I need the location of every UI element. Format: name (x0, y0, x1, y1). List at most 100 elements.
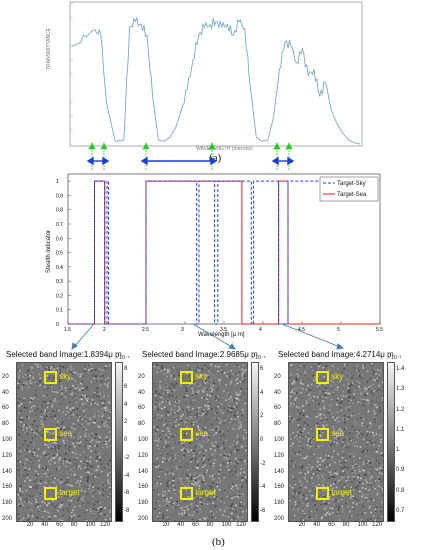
colorbar-tick: -6 (124, 490, 130, 497)
image-x-tick: 60 (192, 522, 199, 528)
y-tick-label: 0.9 (56, 193, 63, 199)
colorbar-tick: -2 (260, 460, 266, 467)
image-y-tick: 160 (138, 484, 149, 491)
x-tick-label: 3.5 (220, 327, 227, 333)
colorbar-exponent: × 10⁻³ (387, 355, 402, 361)
image-y-tick: 100 (2, 437, 13, 443)
band-markers (86, 142, 295, 170)
image-y-tick: 140 (138, 468, 149, 475)
roi-label-target: target (331, 487, 352, 497)
y-tick-label: 1 (56, 179, 59, 185)
image-y-tick: 20 (2, 373, 9, 380)
image-y-tick: 120 (274, 452, 285, 459)
panel-title: Selected band Image:2.9685μ m (142, 350, 258, 359)
colorbar-tick: -6 (260, 508, 266, 514)
x-tick-label: 4.5 (298, 327, 305, 333)
colorbar-tick: 1.3 (396, 386, 405, 393)
x-tick-label: 2 (103, 327, 106, 333)
y-tick-label: 0.4 (56, 265, 63, 271)
colorbar-tick: 0 (260, 437, 264, 443)
colorbar-tick: -4 (124, 472, 130, 479)
y-tick-label: 0.5 (56, 251, 63, 257)
panel-title: Selected band Image:4.2714μ m (278, 350, 394, 359)
image-y-tick: 80 (2, 421, 9, 428)
image-y-tick: 100 (274, 437, 285, 443)
y-tick-label: 0.3 (56, 279, 63, 285)
image-x-tick: 60 (328, 522, 335, 528)
colorbar-tick: 1.2 (396, 406, 405, 413)
colorbar-tick: 1 (396, 447, 400, 454)
image-y-tick: 40 (138, 389, 145, 396)
image-y-tick: 20 (274, 373, 281, 380)
image-y-tick: 180 (2, 500, 13, 507)
image-y-tick: 60 (2, 405, 9, 412)
transmittance-chart: TRANSMITTANCE (69, 1, 363, 147)
y-tick-label: 0.6 (56, 236, 63, 242)
transmittance-xlabel: WAVELENGTH (microns) (196, 146, 253, 152)
colorbar-tick: 0.8 (396, 487, 405, 494)
x-tick-label: 5 (337, 327, 340, 333)
colorbar (387, 362, 395, 522)
colorbar-exponent: × 10⁻⁴ (115, 355, 130, 361)
y-tick-label: 0.1 (56, 308, 63, 314)
colorbar-tick: 1.4 (396, 366, 405, 372)
band-image (152, 362, 248, 522)
transmittance-curve (71, 16, 361, 145)
colorbar-tick: 6 (260, 366, 264, 372)
image-y-tick: 40 (274, 389, 281, 396)
colorbar-tick: 1.1 (396, 426, 405, 433)
roi-box-sky (44, 371, 58, 385)
image-y-tick: 100 (138, 437, 149, 443)
stealth-axis-ticks: 1.5 2 2.5 3 3.5 4 4.5 5 5.5 0 0.1 0.2 0.3 0.4 0.5 0.6 0.… (56, 179, 383, 333)
roi-box-target (180, 486, 194, 500)
stealth-xlabel: Wavelength [μ m] (198, 332, 245, 338)
stealth-indicator-chart: 1.5 2 2.5 3 3.5 4 4.5 5 5.5 0 0.1 0.2 0.3 0.4 0.5 0.6 0.… (46, 173, 383, 338)
image-x-tick: 40 (177, 522, 185, 528)
roi-box-sea (180, 428, 194, 442)
y-tick-label: 0 (56, 322, 59, 328)
image-y-tick: 60 (138, 405, 145, 412)
x-tick-label: 1.5 (64, 327, 71, 333)
image-x-tick: 100 (357, 522, 368, 528)
colorbar-tick: 2 (260, 413, 264, 420)
image-x-tick: 120 (236, 522, 247, 528)
colorbar-tick: 4 (124, 401, 128, 408)
image-y-tick: 20 (138, 373, 145, 380)
colorbar (251, 362, 259, 522)
x-tick-label: 4 (259, 327, 262, 333)
image-y-tick: 180 (138, 500, 149, 507)
roi-box-target (316, 486, 330, 500)
roi-box-sky (316, 371, 330, 385)
image-y-tick: 60 (274, 405, 281, 412)
caption-b: (b) (212, 536, 225, 548)
colorbar-tick: 8 (124, 366, 128, 372)
panel-connector-arrows (71, 323, 345, 350)
colorbar-tick: 2 (124, 419, 128, 426)
image-x-tick: 120 (372, 522, 383, 528)
image-x-tick: 100 (221, 522, 232, 528)
image-x-tick: 20 (162, 522, 170, 528)
legend: Target-Sky Target-Sea (319, 176, 379, 202)
image-x-tick: 40 (41, 522, 49, 528)
roi-box-target (44, 486, 58, 500)
roi-label-target: target (59, 487, 80, 497)
image-y-tick: 120 (2, 452, 13, 459)
y-tick-label: 0.2 (56, 293, 63, 299)
image-x-tick: 20 (298, 522, 306, 528)
image-y-tick: 120 (138, 452, 149, 459)
image-y-tick: 160 (274, 484, 285, 491)
image-y-tick: 180 (274, 500, 285, 507)
roi-label-sea: sea (195, 429, 209, 439)
roi-label-sea: sea (331, 429, 345, 439)
series-target-sky (68, 180, 380, 325)
image-y-tick: 200 (138, 516, 149, 522)
x-tick-label: 2.5 (142, 327, 149, 333)
image-y-tick: 140 (274, 468, 285, 475)
transmittance-ylabel: TRANSMITTANCE (46, 27, 52, 70)
image-x-tick: 80 (206, 522, 214, 528)
y-tick-label: 0.8 (56, 208, 63, 214)
roi-label-sea: sea (59, 429, 73, 439)
image-x-tick: 100 (85, 522, 96, 528)
transmittance-frame (69, 1, 363, 147)
image-x-tick: 60 (56, 522, 63, 528)
